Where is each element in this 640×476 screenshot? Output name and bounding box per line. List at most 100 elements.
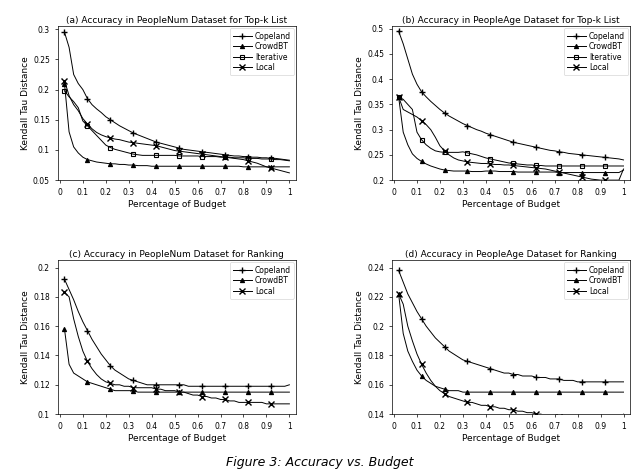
- Copeland: [528, 143, 536, 149]
- Local: [551, 414, 559, 420]
- Copeland: [509, 139, 517, 145]
- Local: [70, 102, 77, 108]
- CrowdBT: [230, 163, 238, 169]
- Local: [500, 406, 508, 411]
- Legend: Copeland, CrowdBT, Iterative, Local: Copeland, CrowdBT, Iterative, Local: [230, 29, 294, 75]
- X-axis label: Percentage of Budget: Percentage of Budget: [128, 199, 226, 208]
- CrowdBT: [207, 163, 215, 169]
- Copeland: [166, 382, 174, 387]
- CrowdBT: [564, 170, 572, 176]
- Copeland: [217, 383, 225, 389]
- Copeland: [602, 379, 609, 385]
- Y-axis label: Kendall Tau Distance: Kendall Tau Distance: [355, 56, 364, 150]
- Copeland: [473, 127, 481, 132]
- CrowdBT: [413, 156, 421, 161]
- Copeland: [583, 152, 591, 158]
- CrowdBT: [102, 385, 109, 391]
- CrowdBT: [611, 389, 618, 395]
- CrowdBT: [272, 389, 280, 395]
- Local: [207, 152, 215, 158]
- Local: [445, 394, 453, 399]
- Copeland: [148, 382, 156, 387]
- Line: Iterative: Iterative: [63, 89, 291, 163]
- Local: [518, 408, 526, 414]
- CrowdBT: [404, 348, 412, 354]
- Local: [143, 142, 151, 148]
- Copeland: [116, 370, 124, 376]
- Local: [524, 164, 531, 170]
- Local: [602, 420, 609, 426]
- CrowdBT: [184, 163, 192, 169]
- Local: [175, 149, 183, 154]
- Copeland: [399, 279, 407, 285]
- CrowdBT: [518, 389, 526, 395]
- Local: [244, 158, 252, 164]
- Copeland: [463, 123, 471, 129]
- CrowdBT: [509, 169, 517, 174]
- Copeland: [541, 147, 549, 152]
- Local: [468, 399, 476, 405]
- Iterative: [496, 158, 504, 164]
- Copeland: [413, 81, 421, 87]
- Copeland: [422, 94, 430, 99]
- Local: [198, 394, 206, 399]
- Copeland: [281, 383, 289, 389]
- Iterative: [468, 151, 476, 157]
- Copeland: [189, 383, 197, 389]
- Copeland: [491, 367, 499, 373]
- Local: [486, 404, 494, 410]
- Line: Iterative: Iterative: [397, 95, 625, 168]
- Iterative: [560, 163, 568, 169]
- Copeland: [129, 130, 137, 136]
- Iterative: [97, 138, 105, 143]
- Local: [468, 159, 476, 165]
- Local: [198, 151, 206, 157]
- Local: [454, 397, 462, 402]
- Local: [556, 414, 563, 420]
- Copeland: [239, 383, 247, 389]
- Copeland: [79, 87, 86, 92]
- Copeland: [532, 144, 540, 150]
- Iterative: [226, 154, 234, 160]
- Copeland: [477, 129, 485, 134]
- Copeland: [404, 56, 412, 62]
- Copeland: [267, 383, 275, 389]
- CrowdBT: [606, 170, 614, 176]
- Copeland: [596, 154, 604, 160]
- Iterative: [422, 142, 430, 148]
- Copeland: [574, 379, 582, 385]
- Iterative: [285, 158, 293, 164]
- Copeland: [606, 155, 614, 161]
- X-axis label: Percentage of Budget: Percentage of Budget: [462, 199, 560, 208]
- Local: [574, 173, 582, 179]
- Copeland: [395, 268, 403, 273]
- Copeland: [267, 156, 275, 161]
- Local: [560, 170, 568, 176]
- Local: [482, 403, 490, 408]
- Copeland: [418, 316, 426, 322]
- Copeland: [230, 383, 238, 389]
- Copeland: [450, 351, 458, 357]
- Copeland: [459, 357, 467, 363]
- Iterative: [564, 163, 572, 169]
- Iterative: [459, 149, 467, 155]
- Line: Copeland: Copeland: [396, 268, 627, 385]
- Iterative: [408, 107, 416, 112]
- Copeland: [281, 157, 289, 162]
- Copeland: [70, 71, 77, 77]
- CrowdBT: [574, 389, 582, 395]
- Iterative: [253, 156, 261, 161]
- Iterative: [120, 149, 128, 155]
- Copeland: [436, 107, 444, 112]
- Iterative: [239, 155, 247, 160]
- CrowdBT: [583, 389, 591, 395]
- Local: [588, 176, 595, 182]
- Local: [583, 418, 591, 424]
- Copeland: [620, 157, 627, 163]
- CrowdBT: [111, 388, 119, 394]
- Copeland: [162, 142, 170, 148]
- Iterative: [450, 149, 458, 155]
- Local: [65, 294, 73, 300]
- Iterative: [395, 94, 403, 99]
- Line: CrowdBT: CrowdBT: [63, 327, 291, 394]
